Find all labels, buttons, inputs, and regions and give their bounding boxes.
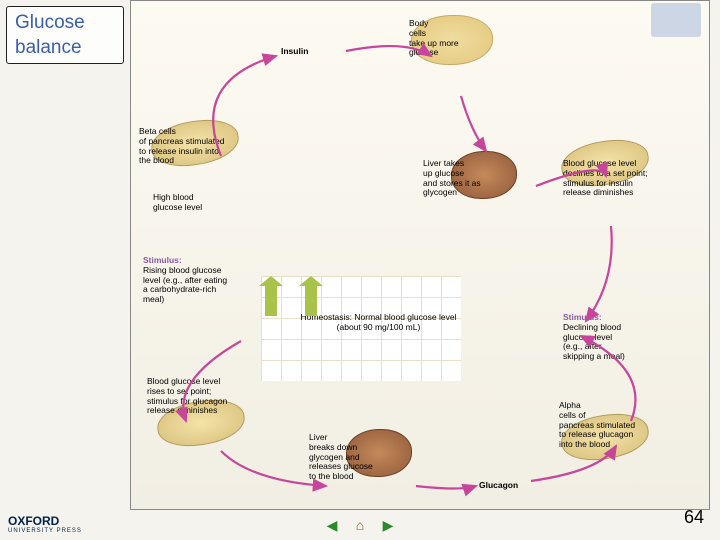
stimulus-1-body: Rising blood glucose level (e.g., after …: [143, 266, 258, 305]
decline-right-label: Blood glucose level declines to a set po…: [563, 159, 683, 198]
logo-text: OXFORD: [8, 514, 59, 528]
stimulus-2: Stimulus: Declining blood glucose level …: [563, 313, 678, 362]
body-cells-label: Body cells take up more glucose: [409, 19, 489, 58]
high-blood-label: High blood glucose level: [153, 193, 202, 213]
oxford-logo: OXFORD UNIVERSITY PRESS: [8, 514, 82, 534]
title-line2: balance: [15, 36, 115, 61]
liver-top-label: Liver takes up glucose and stores it as …: [423, 159, 507, 198]
stimulus-1: Stimulus: Rising blood glucose level (e.…: [143, 256, 258, 305]
rise-left-label: Blood glucose level rises to set point; …: [147, 377, 257, 416]
nav-forward-icon[interactable]: ▶: [377, 516, 399, 534]
liver-bottom-label: Liver breaks down glycogen and releases …: [309, 433, 399, 482]
title-box: Glucose balance: [6, 6, 124, 64]
beta-cells-label: Beta cells of pancreas stimulated to rel…: [139, 127, 259, 166]
header-figures: [651, 3, 701, 37]
title-line1: Glucose: [15, 11, 115, 36]
stimulus-2-body: Declining blood glucose level (e.g., aft…: [563, 323, 678, 362]
slide-number: 64: [684, 507, 704, 528]
nav-home-icon[interactable]: ⌂: [349, 516, 371, 534]
glucose-diagram: Insulin Body cells take up more glucose …: [130, 0, 710, 510]
homeostasis-label: Homeostasis: Normal blood glucose level …: [271, 313, 486, 333]
nav-controls: ◀ ⌂ ▶: [321, 516, 399, 534]
insulin-label: Insulin: [281, 47, 308, 57]
alpha-cells-label: Alpha cells of pancreas stimulated to re…: [559, 401, 679, 450]
logo-sub: UNIVERSITY PRESS: [8, 528, 82, 534]
nav-back-icon[interactable]: ◀: [321, 516, 343, 534]
glucagon-label: Glucagon: [479, 481, 518, 491]
